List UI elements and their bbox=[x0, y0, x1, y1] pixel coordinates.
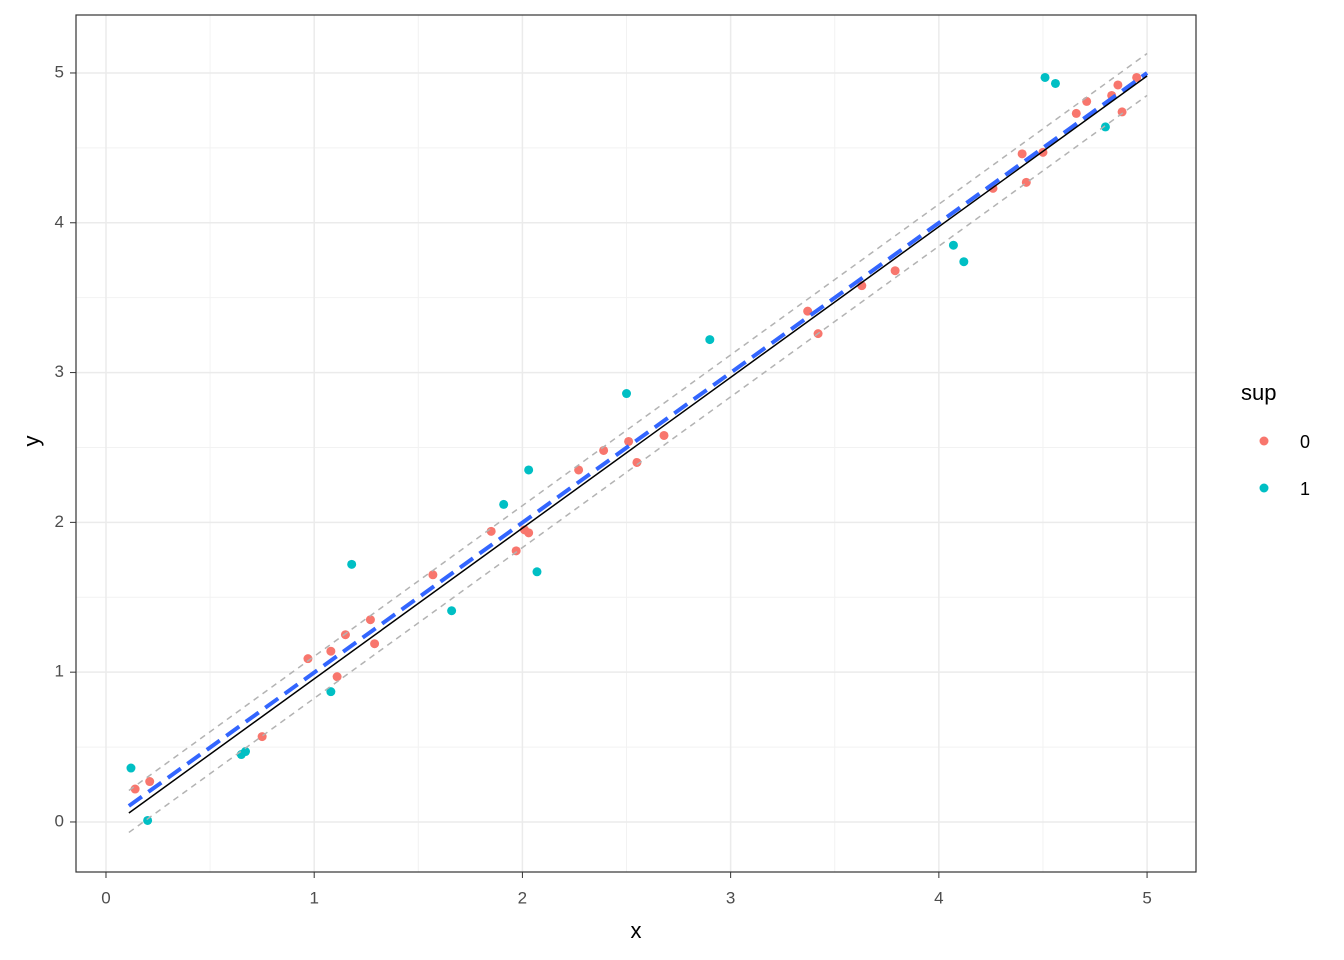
point bbox=[574, 465, 584, 475]
point bbox=[126, 763, 136, 773]
point bbox=[622, 389, 632, 399]
point bbox=[1017, 149, 1027, 159]
y-tick-label: 2 bbox=[55, 512, 64, 531]
point bbox=[303, 654, 313, 664]
legend-label: 1 bbox=[1300, 479, 1310, 499]
point bbox=[705, 335, 715, 345]
fit-line bbox=[127, 71, 1149, 808]
point bbox=[1100, 122, 1110, 132]
point bbox=[332, 672, 342, 682]
y-axis-title: y bbox=[19, 436, 44, 447]
point bbox=[365, 615, 375, 625]
x-tick-label: 2 bbox=[518, 888, 527, 907]
point bbox=[240, 747, 250, 757]
point bbox=[1117, 107, 1127, 117]
y-tick-label: 3 bbox=[55, 362, 64, 381]
point bbox=[145, 777, 155, 787]
y-tick-label: 1 bbox=[55, 662, 64, 681]
point bbox=[532, 567, 542, 577]
y-tick-label: 4 bbox=[55, 212, 64, 231]
point bbox=[948, 240, 958, 250]
point bbox=[447, 606, 457, 616]
fit-line bbox=[128, 52, 1148, 792]
legend-title: sup bbox=[1241, 380, 1276, 405]
point bbox=[326, 687, 336, 697]
x-tick-label: 4 bbox=[934, 888, 943, 907]
y-tick-label: 5 bbox=[55, 62, 64, 81]
x-tick-label: 3 bbox=[726, 888, 735, 907]
point bbox=[1113, 80, 1123, 90]
point bbox=[659, 430, 669, 440]
panel-border bbox=[75, 14, 1197, 873]
fit-line bbox=[128, 94, 1148, 834]
y-tick-label: 0 bbox=[55, 811, 64, 830]
point bbox=[428, 570, 438, 580]
point bbox=[524, 528, 534, 538]
point bbox=[1050, 78, 1060, 88]
point bbox=[624, 436, 634, 446]
point bbox=[347, 559, 357, 569]
point bbox=[959, 257, 969, 267]
x-tick-label: 1 bbox=[309, 888, 318, 907]
point bbox=[1040, 72, 1050, 82]
point bbox=[499, 499, 509, 509]
x-tick-label: 5 bbox=[1142, 888, 1151, 907]
x-tick-label: 0 bbox=[101, 888, 110, 907]
point bbox=[370, 639, 380, 649]
legend-key bbox=[1259, 483, 1269, 493]
x-axis-title: x bbox=[631, 918, 642, 943]
point bbox=[340, 630, 350, 640]
point bbox=[326, 646, 336, 656]
point bbox=[1082, 96, 1092, 106]
point bbox=[524, 465, 534, 475]
point bbox=[890, 266, 900, 276]
plot-panel bbox=[76, 15, 1196, 872]
fit-line bbox=[128, 75, 1148, 814]
point bbox=[1071, 108, 1081, 118]
point bbox=[143, 815, 153, 825]
legend-label: 0 bbox=[1300, 432, 1310, 452]
point bbox=[632, 457, 642, 467]
point bbox=[1132, 72, 1142, 82]
legend-key bbox=[1259, 436, 1269, 446]
